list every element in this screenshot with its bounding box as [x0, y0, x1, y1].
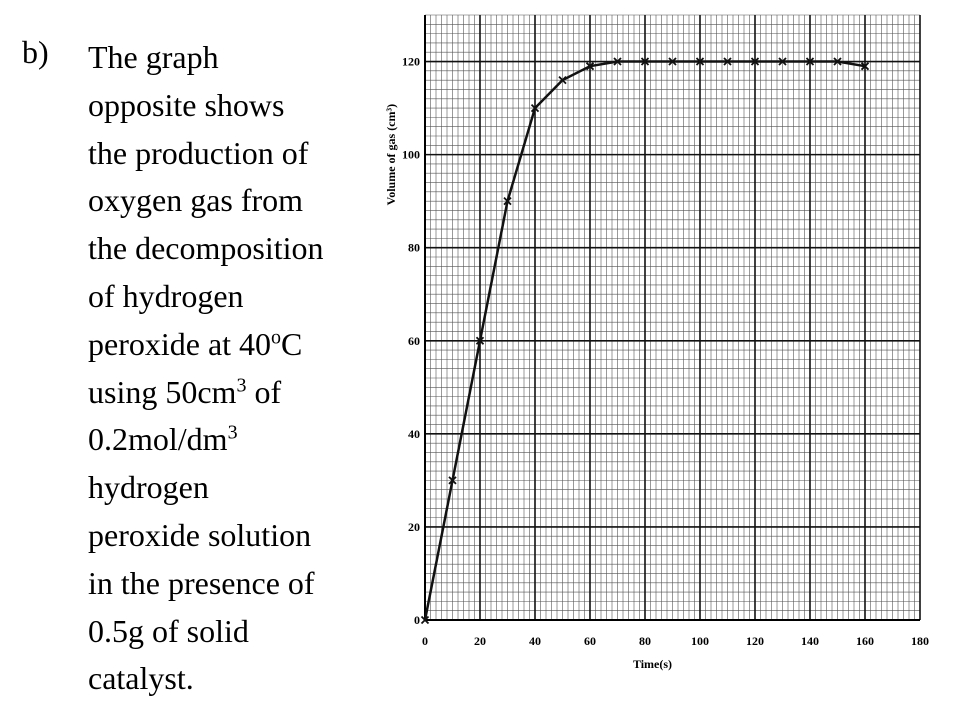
- data-point: [448, 476, 457, 485]
- data-point: [833, 57, 842, 66]
- y-tick-label: 100: [402, 148, 420, 162]
- y-tick-label: 80: [408, 241, 420, 255]
- data-point: [805, 57, 815, 66]
- text-run: the production of: [88, 134, 309, 171]
- text-run: opposite shows: [88, 86, 285, 123]
- x-tick-label: 20: [474, 634, 486, 648]
- data-point: [585, 62, 595, 71]
- text-line: the production of: [88, 130, 324, 178]
- text-run: catalyst.: [88, 660, 194, 697]
- y-tick-label: 0: [414, 613, 420, 627]
- data-point: [530, 103, 540, 113]
- text-run: in the presence of: [88, 564, 315, 601]
- y-axis-label: Volume of gas (cm³): [384, 104, 398, 205]
- data-point: [475, 336, 485, 345]
- text-run: The graph: [88, 39, 219, 75]
- text-line: The graph: [88, 34, 324, 82]
- data-point: [750, 57, 760, 66]
- data-point: [695, 57, 705, 66]
- data-point: [420, 615, 430, 625]
- item-label: b): [22, 34, 49, 70]
- text-line: catalyst.: [88, 655, 324, 703]
- text-line: opposite shows: [88, 82, 324, 130]
- x-tick-label: 120: [746, 634, 764, 648]
- superscript: 3: [227, 421, 238, 444]
- data-point: [723, 57, 732, 66]
- x-tick-label: 100: [691, 634, 709, 648]
- text-run: peroxide solution: [88, 516, 312, 553]
- text-run: 0.2mol/dm: [88, 421, 228, 458]
- superscript: 3: [236, 373, 247, 396]
- data-point: [558, 76, 567, 85]
- data-point: [640, 57, 650, 66]
- text-line: of hydrogen: [88, 273, 324, 321]
- x-tick-label: 180: [911, 634, 929, 648]
- text-line: 0.5g of solid: [88, 608, 324, 656]
- paragraph: The graph opposite shows the production of…: [88, 34, 324, 703]
- text-line: hydrogen: [88, 464, 324, 512]
- y-tick-label: 120: [402, 55, 420, 69]
- text-line: using 50cm3 of: [88, 369, 324, 417]
- text-run: using 50cm: [88, 373, 237, 410]
- text-run: of hydrogen: [88, 277, 244, 314]
- data-point: [778, 57, 787, 66]
- data-point: [668, 57, 677, 66]
- x-tick-label: 80: [639, 634, 651, 648]
- text-run: 0.5g of solid: [88, 612, 249, 649]
- text-line: peroxide at 40oC: [88, 321, 324, 369]
- text-line: oxygen gas from: [88, 177, 324, 225]
- text-run: the decomposition: [88, 230, 324, 267]
- text-line: the decomposition: [88, 225, 324, 273]
- text-run: peroxide at 40: [88, 325, 272, 362]
- y-tick-label: 40: [408, 427, 420, 441]
- x-tick-label: 140: [801, 634, 819, 648]
- text-run: oxygen gas from: [88, 182, 304, 219]
- text-run: hydrogen: [88, 469, 209, 506]
- x-axis-label: Time(s): [633, 657, 672, 671]
- text-line: in the presence of: [88, 560, 324, 608]
- data-point: [613, 57, 622, 66]
- text-line: 0.2mol/dm3: [88, 416, 324, 464]
- x-tick-label: 60: [584, 634, 596, 648]
- data-point: [503, 197, 512, 206]
- data-point: [860, 62, 870, 71]
- y-tick-label: 20: [408, 520, 420, 534]
- y-tick-label: 60: [408, 334, 420, 348]
- x-tick-label: 40: [529, 634, 541, 648]
- x-tick-label: 160: [856, 634, 874, 648]
- text-run: C: [281, 325, 303, 362]
- superscript: o: [271, 326, 282, 349]
- text-line: peroxide solution: [88, 512, 324, 560]
- x-tick-label: 0: [422, 634, 428, 648]
- text-run: of: [246, 373, 282, 410]
